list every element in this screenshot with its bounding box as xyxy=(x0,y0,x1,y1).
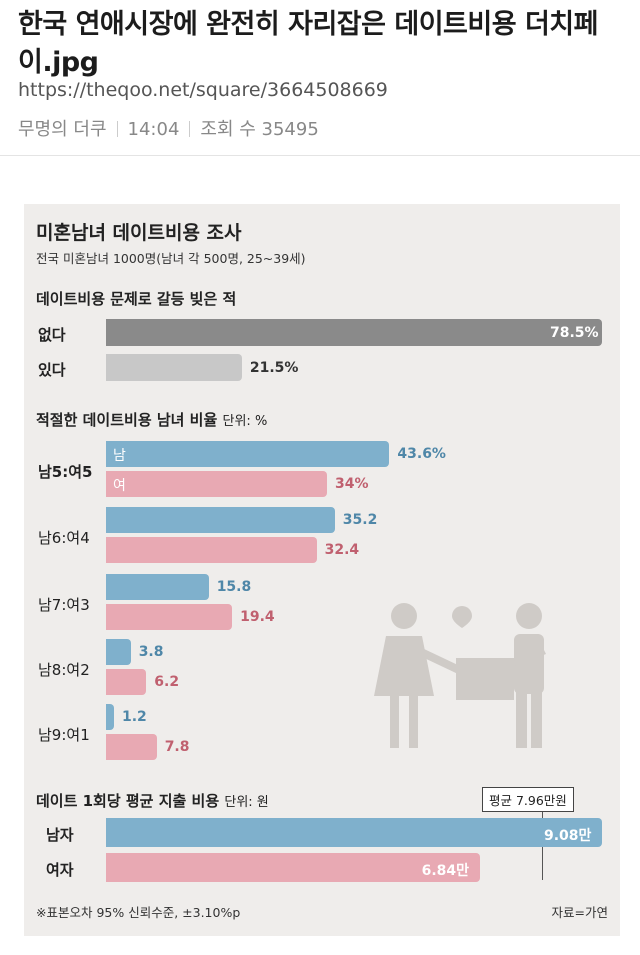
section1-title: 데이트비용 문제로 갈등 빚은 적 xyxy=(36,290,237,308)
post-meta: 무명의 더쿠 14:04 조회 수 35495 xyxy=(18,115,319,141)
section2-title: 적절한 데이트비용 남녀 비율 단위: % xyxy=(36,409,267,430)
ratio-women-value: 19.4 xyxy=(240,609,275,625)
ratio-men-value: 3.8 xyxy=(138,644,164,660)
conflict-no-bar xyxy=(106,319,602,346)
ratio-women-value: 6.2 xyxy=(154,674,180,690)
post-url[interactable]: https://theqoo.net/square/3664508669 xyxy=(18,79,388,101)
conflict-yes-bar xyxy=(106,354,242,381)
ratio-women-bar xyxy=(106,734,157,760)
spend-men-value: 9.08만 xyxy=(544,828,592,844)
meta-separator xyxy=(116,121,118,137)
section3-title: 데이트 1회당 평균 지출 비용 단위: 원 xyxy=(36,790,269,811)
spend-women-label: 여자 xyxy=(46,861,74,879)
ratio-men-value: 43.6% xyxy=(397,446,446,462)
ratio-men-bar xyxy=(106,441,390,467)
ratio-women-bar xyxy=(106,537,317,563)
ratio-men-bar xyxy=(106,704,114,730)
couple-gift-illustration xyxy=(374,603,546,748)
post-author[interactable]: 무명의 더쿠 xyxy=(18,119,107,140)
source-credit: 자료=가연 xyxy=(551,905,608,920)
ratio-women-value: 7.8 xyxy=(164,739,190,755)
infographic-subtitle: 전국 미혼남녀 1000명(남녀 각 500명, 25~39세) xyxy=(36,251,306,266)
infographic-title: 미혼남녀 데이트비용 조사 xyxy=(36,222,242,244)
average-label: 평균 7.96만원 xyxy=(482,787,574,812)
post-views: 조회 수 35495 xyxy=(200,119,319,140)
ratio-row-label: 남8:여2 xyxy=(38,661,90,679)
conflict-no-label: 없다 xyxy=(38,326,66,344)
heart-icon xyxy=(452,606,472,628)
post-header: 한국 연애시장에 완전히 자리잡은 데이트비용 더치페이.jpg https:/… xyxy=(0,0,640,160)
spend-men-bar xyxy=(106,818,602,847)
ratio-men-bar xyxy=(106,507,335,533)
spend-women-bar xyxy=(106,853,480,882)
ratio-men-bar xyxy=(106,639,131,665)
header-divider xyxy=(0,155,640,156)
ratio-row-label: 남9:여1 xyxy=(38,726,90,744)
conflict-yes-value: 21.5% xyxy=(249,360,299,376)
section3-unit: 단위: 원 xyxy=(224,795,269,810)
post-title: 한국 연애시장에 완전히 자리잡은 데이트비용 더치페이.jpg xyxy=(18,9,598,78)
ratio-women-bar xyxy=(106,669,147,695)
conflict-yes-label: 있다 xyxy=(38,361,66,379)
legend-men: 남 xyxy=(113,448,126,464)
ratio-row-label: 남5:여5 xyxy=(38,463,93,481)
post-time: 14:04 xyxy=(127,119,180,140)
ratio-men-bar xyxy=(106,574,209,600)
section2-title-text: 적절한 데이트비용 남녀 비율 xyxy=(36,411,218,429)
ratio-row-label: 남6:여4 xyxy=(38,529,90,547)
conflict-no-value: 78.5% xyxy=(550,325,599,341)
ratio-men-value: 1.2 xyxy=(122,709,147,725)
ratio-women-bar xyxy=(106,604,233,630)
footnote: ※표본오차 95% 신뢰수준, ±3.10%p xyxy=(36,905,241,920)
ratio-women-value: 32.4 xyxy=(324,542,360,558)
ratio-women-bar xyxy=(106,471,327,497)
spend-women-value: 6.84만 xyxy=(421,863,470,879)
spend-men-label: 남자 xyxy=(46,826,74,844)
section3-title-text: 데이트 1회당 평균 지출 비용 xyxy=(36,792,220,810)
ratio-row-label: 남7:여3 xyxy=(38,596,90,614)
ratio-men-value: 35.2 xyxy=(342,512,378,528)
ratio-women-value: 34% xyxy=(335,476,369,492)
legend-women: 여 xyxy=(113,478,126,494)
section2-unit: 단위: % xyxy=(222,414,268,429)
meta-separator xyxy=(189,121,191,137)
ratio-men-value: 15.8 xyxy=(216,579,252,595)
infographic-image: 미혼남녀 데이트비용 조사 전국 미혼남녀 1000명(남녀 각 500명, 2… xyxy=(24,204,620,936)
